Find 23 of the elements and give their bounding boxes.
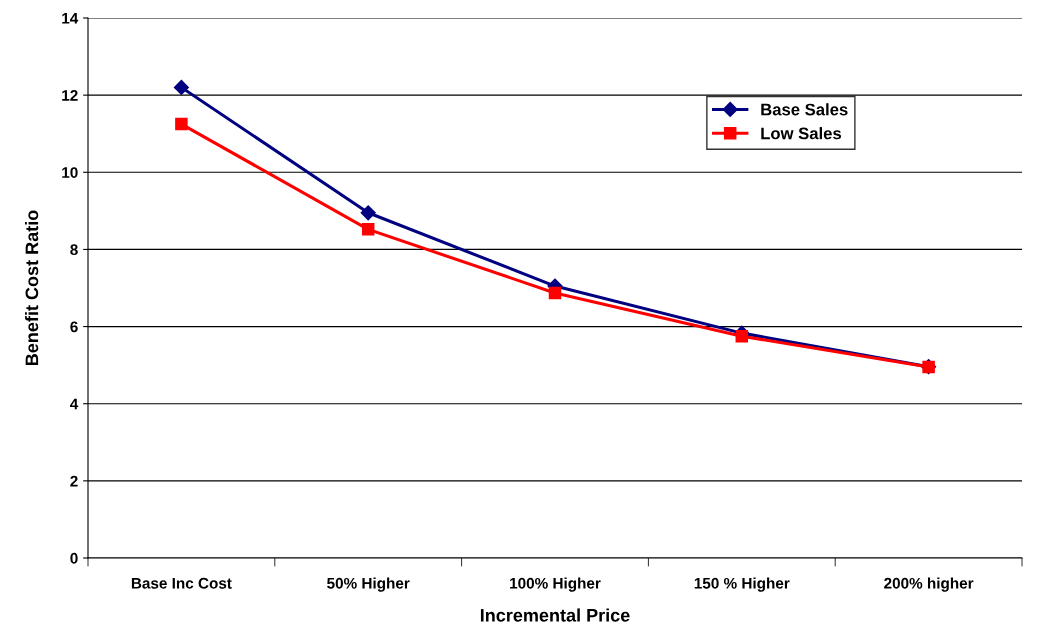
point	[361, 223, 375, 236]
y-tick-label: 8	[70, 244, 78, 256]
x-tick-label: 50% Higher	[327, 577, 410, 592]
x-tick-label: Base Inc Cost	[131, 577, 232, 589]
point	[173, 79, 189, 95]
point	[548, 286, 562, 300]
point	[735, 329, 749, 343]
y-tick-label: 0	[70, 552, 78, 564]
y-tick-label: 6	[70, 321, 78, 333]
y-tick-label: 4	[70, 398, 79, 410]
y-tick-label: 2	[70, 475, 78, 487]
x-tick-label: 150 % Higher	[694, 577, 790, 592]
x-axis-title: Incremental Price	[480, 608, 630, 622]
y-tick-label: 10	[62, 167, 78, 178]
x-tick-label: 200% higher	[884, 577, 974, 592]
x-tick-label: 100% Higher	[510, 577, 601, 592]
point	[175, 117, 188, 131]
legend-label: Base Sales	[761, 103, 848, 116]
legend-label: Low Sales	[761, 127, 842, 140]
y-axis-title: Benefit Cost Ratio	[25, 210, 39, 366]
y-tick-label: 12	[62, 90, 78, 101]
point	[360, 205, 376, 221]
y-tick-label: 14	[62, 13, 79, 24]
